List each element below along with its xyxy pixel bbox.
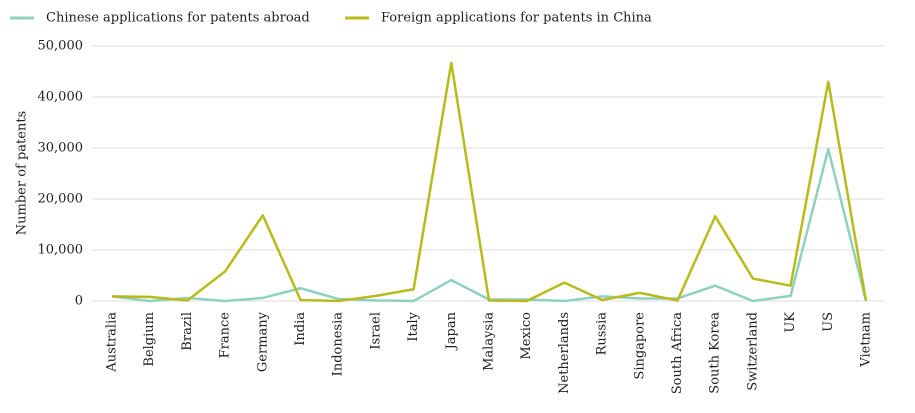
x-tick-label: US (821, 312, 836, 332)
x-tick-label: Russia (595, 312, 610, 356)
legend-label: Chinese applications for patents abroad (46, 11, 310, 26)
y-tick-label: 0 (75, 294, 83, 309)
y-tick-label: 50,000 (38, 39, 84, 54)
x-tick-label: Japan (444, 311, 459, 351)
x-tick-label: Switzerland (745, 312, 760, 391)
x-tick-label: Belgium (142, 312, 157, 367)
x-tick-label: Mexico (519, 312, 534, 360)
x-tick-label: France (218, 312, 233, 359)
y-tick-label: 20,000 (38, 192, 84, 207)
x-tick-label: Singapore (632, 312, 647, 380)
y-axis-label: Number of patents (15, 111, 30, 235)
x-tick-label: Italy (406, 311, 421, 341)
x-tick-label: Germany (255, 311, 270, 372)
y-tick-label: 40,000 (38, 90, 84, 105)
line-series (111, 61, 868, 303)
y-tick-label: 30,000 (38, 141, 84, 156)
x-tick-label: Brazil (180, 312, 195, 351)
x-tick-label: Australia (105, 312, 120, 373)
x-tick-label: Netherlands (557, 312, 572, 394)
x-tick-label: India (293, 312, 308, 346)
x-tick-label: Vietnam (859, 312, 874, 368)
x-tick-label: South Korea (708, 312, 723, 394)
x-tick-label: Indonesia (331, 312, 346, 377)
x-tick-label: Malaysia (482, 312, 497, 371)
x-tick-label: UK (783, 312, 798, 333)
legend-label: Foreign applications for patents in Chin… (381, 11, 652, 26)
x-tick-label: Israel (368, 312, 383, 350)
y-tick-label: 10,000 (38, 243, 84, 258)
x-tick-label: South Africa (670, 312, 685, 394)
